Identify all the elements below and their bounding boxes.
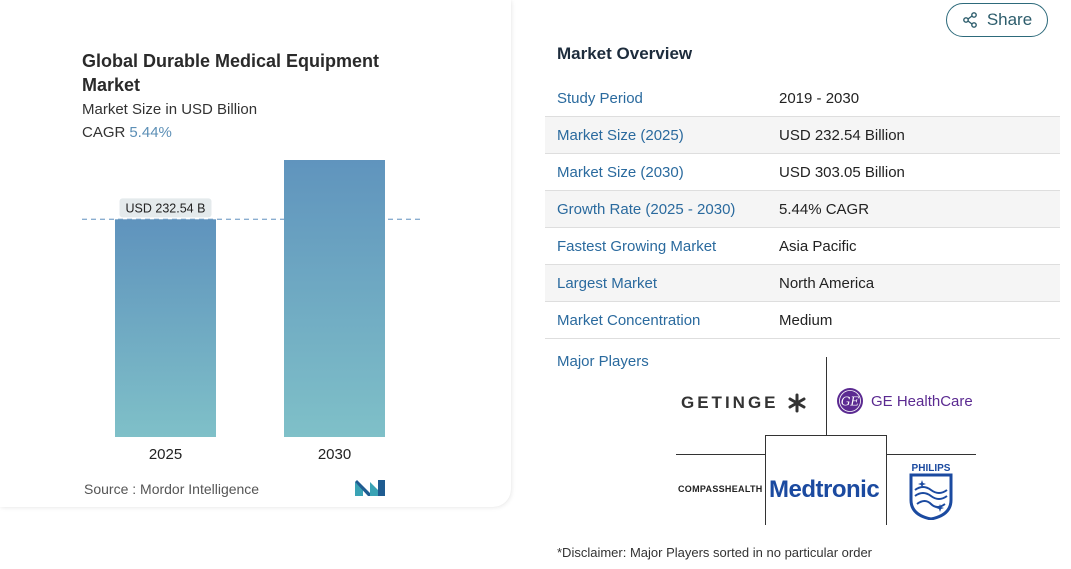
bar-chart: USD 232.54 B2025USD 303.05 B2030 [82, 160, 422, 463]
ge-healthcare-logo: GE GE HealthCare [836, 387, 973, 415]
overview-label[interactable]: Largest Market [557, 274, 658, 292]
source-prefix: Source : [84, 481, 137, 497]
overview-row: Largest Market North America [545, 265, 1060, 302]
data-label-bg [119, 198, 212, 218]
philips-shield-icon: PHILIPS [909, 463, 953, 521]
overview-table: Study Period 2019 - 2030 Market Size (20… [545, 80, 1060, 339]
medtronic-logo: Medtronic [769, 476, 880, 503]
getinge-wordmark: GETINGE [681, 393, 779, 412]
cagr-value: 5.44% [129, 124, 172, 141]
overview-row: Market Concentration Medium [545, 302, 1060, 339]
chart-title: Global Durable Medical Equipment Market [82, 51, 380, 95]
grid-divider [887, 454, 976, 455]
getinge-logo: GETINGE [681, 393, 807, 413]
grid-divider [676, 454, 765, 455]
share-button[interactable]: Share [946, 3, 1048, 37]
bar-2025 [115, 219, 216, 437]
overview-row: Market Size (2030) USD 303.05 Billion [545, 154, 1060, 191]
overview-row: Study Period 2019 - 2030 [545, 80, 1060, 117]
cagr-label: CAGR [82, 124, 126, 141]
data-label: USD 232.54 B [126, 201, 206, 215]
overview-label[interactable]: Market Size (2030) [557, 163, 684, 181]
compasshealth-logo: COMPASSHEALTH [678, 484, 763, 494]
star-icon [788, 393, 806, 413]
svg-text:GE: GE [841, 395, 860, 409]
ge-monogram-icon: GE [837, 388, 863, 414]
chart-subtitle: Market Size in USD Billion [82, 101, 258, 118]
overview-label[interactable]: Market Concentration [557, 311, 701, 329]
ge-healthcare-wordmark: GE HealthCare [871, 392, 973, 410]
tick-label: 2030 [318, 446, 351, 463]
disclaimer: *Disclaimer: Major Players sorted in no … [557, 545, 873, 560]
overview-label[interactable]: Fastest Growing Market [557, 237, 717, 255]
overview-label[interactable]: Study Period [557, 89, 643, 107]
grid-divider [765, 435, 766, 525]
chart-cagr: CAGR 5.44% [82, 124, 172, 141]
chart-card: Global Durable Medical Equipment Market … [0, 0, 511, 507]
grid-divider [886, 435, 887, 525]
overview-value: Asia Pacific [779, 237, 857, 255]
overview-row: Fastest Growing Market Asia Pacific [545, 228, 1060, 265]
overview-value: 5.44% CAGR [779, 200, 870, 218]
source-name: Mordor Intelligence [140, 481, 260, 497]
overview-row: Growth Rate (2025 - 2030) 5.44% CAGR [545, 191, 1060, 228]
overview-label[interactable]: Market Size (2025) [557, 126, 684, 144]
major-players-label[interactable]: Major Players [557, 353, 649, 370]
source-line: Source : Mordor Intelligence [84, 481, 259, 497]
grid-divider [765, 435, 887, 436]
overview-title: Market Overview [557, 44, 693, 63]
overview-value: USD 303.05 Billion [779, 163, 905, 181]
overview-value: North America [779, 274, 875, 292]
overview-label[interactable]: Growth Rate (2025 - 2030) [557, 200, 736, 218]
share-icon [962, 12, 977, 28]
bar-2030 [284, 160, 385, 437]
philips-wordmark: PHILIPS [912, 463, 951, 474]
share-label: Share [986, 10, 1033, 29]
philips-logo: PHILIPS [907, 460, 955, 525]
overview-value: USD 232.54 Billion [779, 126, 905, 144]
overview-value: 2019 - 2030 [779, 89, 860, 107]
overview-value: Medium [779, 311, 833, 329]
mordor-logo-icon [355, 480, 385, 496]
overview-row: Market Size (2025) USD 232.54 Billion [545, 117, 1060, 154]
tick-label: 2025 [149, 446, 182, 463]
grid-divider [826, 357, 827, 435]
